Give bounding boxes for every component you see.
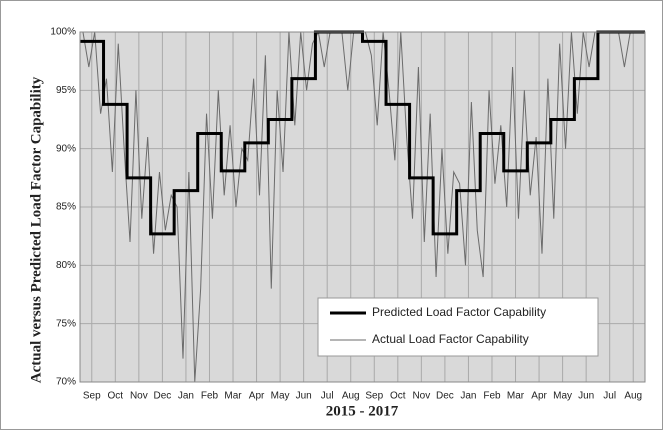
x-tick-label: Apr [531,391,547,402]
x-tick-label: Jun [578,391,594,402]
x-tick-label: Feb [483,391,501,402]
x-tick-label: Jul [603,391,616,402]
x-tick-label: Jun [296,391,312,402]
y-tick-label: 100% [50,27,76,38]
x-tick-label: Sep [365,391,383,402]
y-tick-label: 80% [56,260,76,271]
x-tick-label: May [553,391,572,402]
y-tick-label: 85% [56,202,76,213]
plot-border [79,31,646,383]
x-tick-label: Mar [224,391,242,402]
x-tick-label: Nov [412,391,430,402]
x-tick-label: Aug [624,391,642,402]
x-tick-label: Jan [178,391,194,402]
x-tick-label: Jul [321,391,334,402]
legend-label: Predicted Load Factor Capability [372,305,546,319]
x-tick-label: Feb [201,391,219,402]
x-tick-label: Oct [390,391,406,402]
y-tick-label: 75% [56,318,76,329]
x-tick-label: Dec [436,391,454,402]
y-tick-label: 90% [56,143,76,154]
series-line [80,30,645,236]
x-tick-label: Sep [83,391,101,402]
x-tick-label: May [271,391,290,402]
x-tick-label: Dec [153,391,171,402]
x-tick-label: Aug [342,391,360,402]
x-tick-label: Oct [108,391,124,402]
legend-label: Actual Load Factor Capability [372,332,529,346]
x-tick-label: Jan [460,391,476,402]
x-axis-title: 2015 - 2017 [326,403,399,419]
y-axis-title: Actual versus Predicted Load Factor Capa… [28,76,44,383]
x-tick-label: Nov [130,391,148,402]
x-tick-label: Mar [507,391,525,402]
x-tick-label: Apr [249,391,265,402]
y-tick-label: 70% [56,377,76,388]
legend-box [317,297,599,357]
y-tick-label: 95% [56,85,76,96]
